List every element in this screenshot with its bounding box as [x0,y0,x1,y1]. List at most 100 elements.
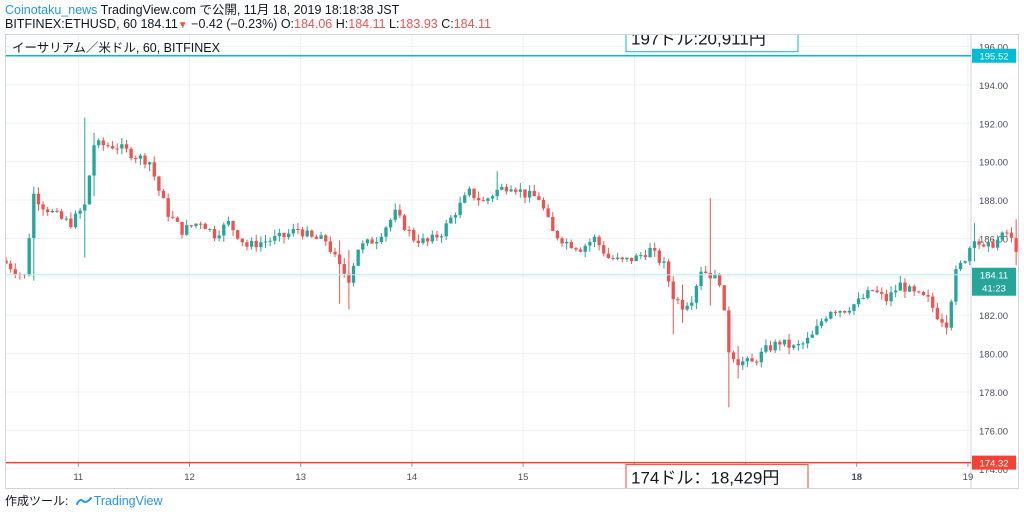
candle-body [124,144,129,149]
x-tick-label: 13 [295,472,306,483]
candle-body [59,211,64,219]
candle-body [282,232,286,238]
open-label: O: [280,17,295,31]
candle-body [949,301,953,328]
candle-body [268,240,272,242]
candle-body [291,229,295,234]
candle-body [324,235,328,242]
low-value: 183.93 [399,17,438,31]
candle-body [388,219,393,228]
time-axis[interactable]: 111213141516171819 [73,463,973,483]
candle-body [375,242,379,244]
candle-body [430,234,434,242]
candle-body [78,210,82,214]
candle-body [620,257,624,260]
candle-body [249,240,254,247]
tradingview-brand[interactable]: TradingView [93,494,163,508]
y-tick-label: 196.00 [979,43,1008,54]
candle-body [175,217,180,222]
candle-body [657,250,662,263]
candle-body [713,274,717,279]
price-axis[interactable]: 196.00 194.00 192.00 190.00 188.00 186.00 184.… [979,43,1008,476]
candle-body [120,144,124,149]
candle-body [453,215,458,218]
bar-countdown-label: 41:23 [982,284,1006,295]
candle-body [490,196,495,199]
candle-body [972,241,977,249]
candle-body [921,292,926,296]
candle-body [912,286,916,292]
y-tick-label: 180.00 [979,350,1008,361]
candle-body [55,210,59,212]
candle-body [843,310,847,313]
candle-body [13,269,17,275]
chart-panel[interactable]: 196.00 194.00 192.00 190.00 188.00 186.00 184.… [4,25,1024,492]
candle-body [602,245,606,254]
candle-body [4,260,8,264]
candle-body [87,175,92,205]
candle-body [810,334,814,338]
last-price-badge [972,267,1016,296]
candle-body [995,239,1000,248]
candle-body [991,242,995,248]
candle-body [639,255,643,257]
candle-body [787,339,791,348]
y-tick-label: 176.00 [979,426,1008,437]
candle-body [226,221,231,225]
candle-body [727,310,731,353]
candle-body [64,218,68,220]
candle-body [1000,232,1004,240]
candle-body [907,286,912,292]
candlestick-chart[interactable]: 196.00 194.00 192.00 190.00 188.00 186.00 184.… [4,25,1024,492]
open-value: 184.06 [294,17,333,31]
candle-body [245,242,249,247]
x-tick-label: 15 [518,472,529,483]
candle-body [875,290,879,293]
candle-body [676,299,680,301]
candle-body [1009,232,1014,238]
lower-annotation-box[interactable] [625,464,809,492]
candle-body [217,235,221,239]
candle-body [778,341,782,345]
candle-body [629,257,634,261]
candle-body [884,293,889,302]
candle-body [180,221,184,235]
candle-body [935,307,940,320]
y-tick-label: 178.00 [979,388,1008,399]
candle-body [597,236,601,246]
candle-body [36,193,41,205]
candle-body [296,229,300,231]
candle-body [365,239,370,244]
candle-body [880,292,884,294]
candle-body [926,295,930,297]
candle-body [653,248,657,251]
candle-body [977,241,981,245]
candle-body [680,299,685,310]
candle-body [8,263,13,270]
candle-body [574,248,578,250]
candle-body [481,200,485,202]
candle-body [717,274,722,286]
candle-body [917,291,921,293]
candle-body [833,311,838,313]
candle-body [546,208,550,217]
candle-body [555,230,560,239]
upper-level-label: 195.52 [979,52,1008,63]
candle-body [212,228,217,239]
candle-body [92,145,96,176]
upper-annotation-text: 197ドル:20,911円 [631,35,766,49]
candle-body [514,189,518,192]
high-value: 184.11 [348,17,386,31]
candle-body [944,322,949,328]
candle-body [722,285,726,311]
horizontal-lines[interactable]: 195.52 197ドル:20,911円 174.32 174ドル：18,429円 [6,25,1016,492]
candle-body [866,290,870,298]
candle-body [305,230,309,237]
candle-body [73,213,78,228]
author-link[interactable]: Coinotaku_news [5,3,98,17]
candle-body [898,282,902,291]
candle-body [750,358,754,362]
candle-body [106,145,110,147]
candle-body [958,262,963,270]
candle-body [741,361,745,366]
